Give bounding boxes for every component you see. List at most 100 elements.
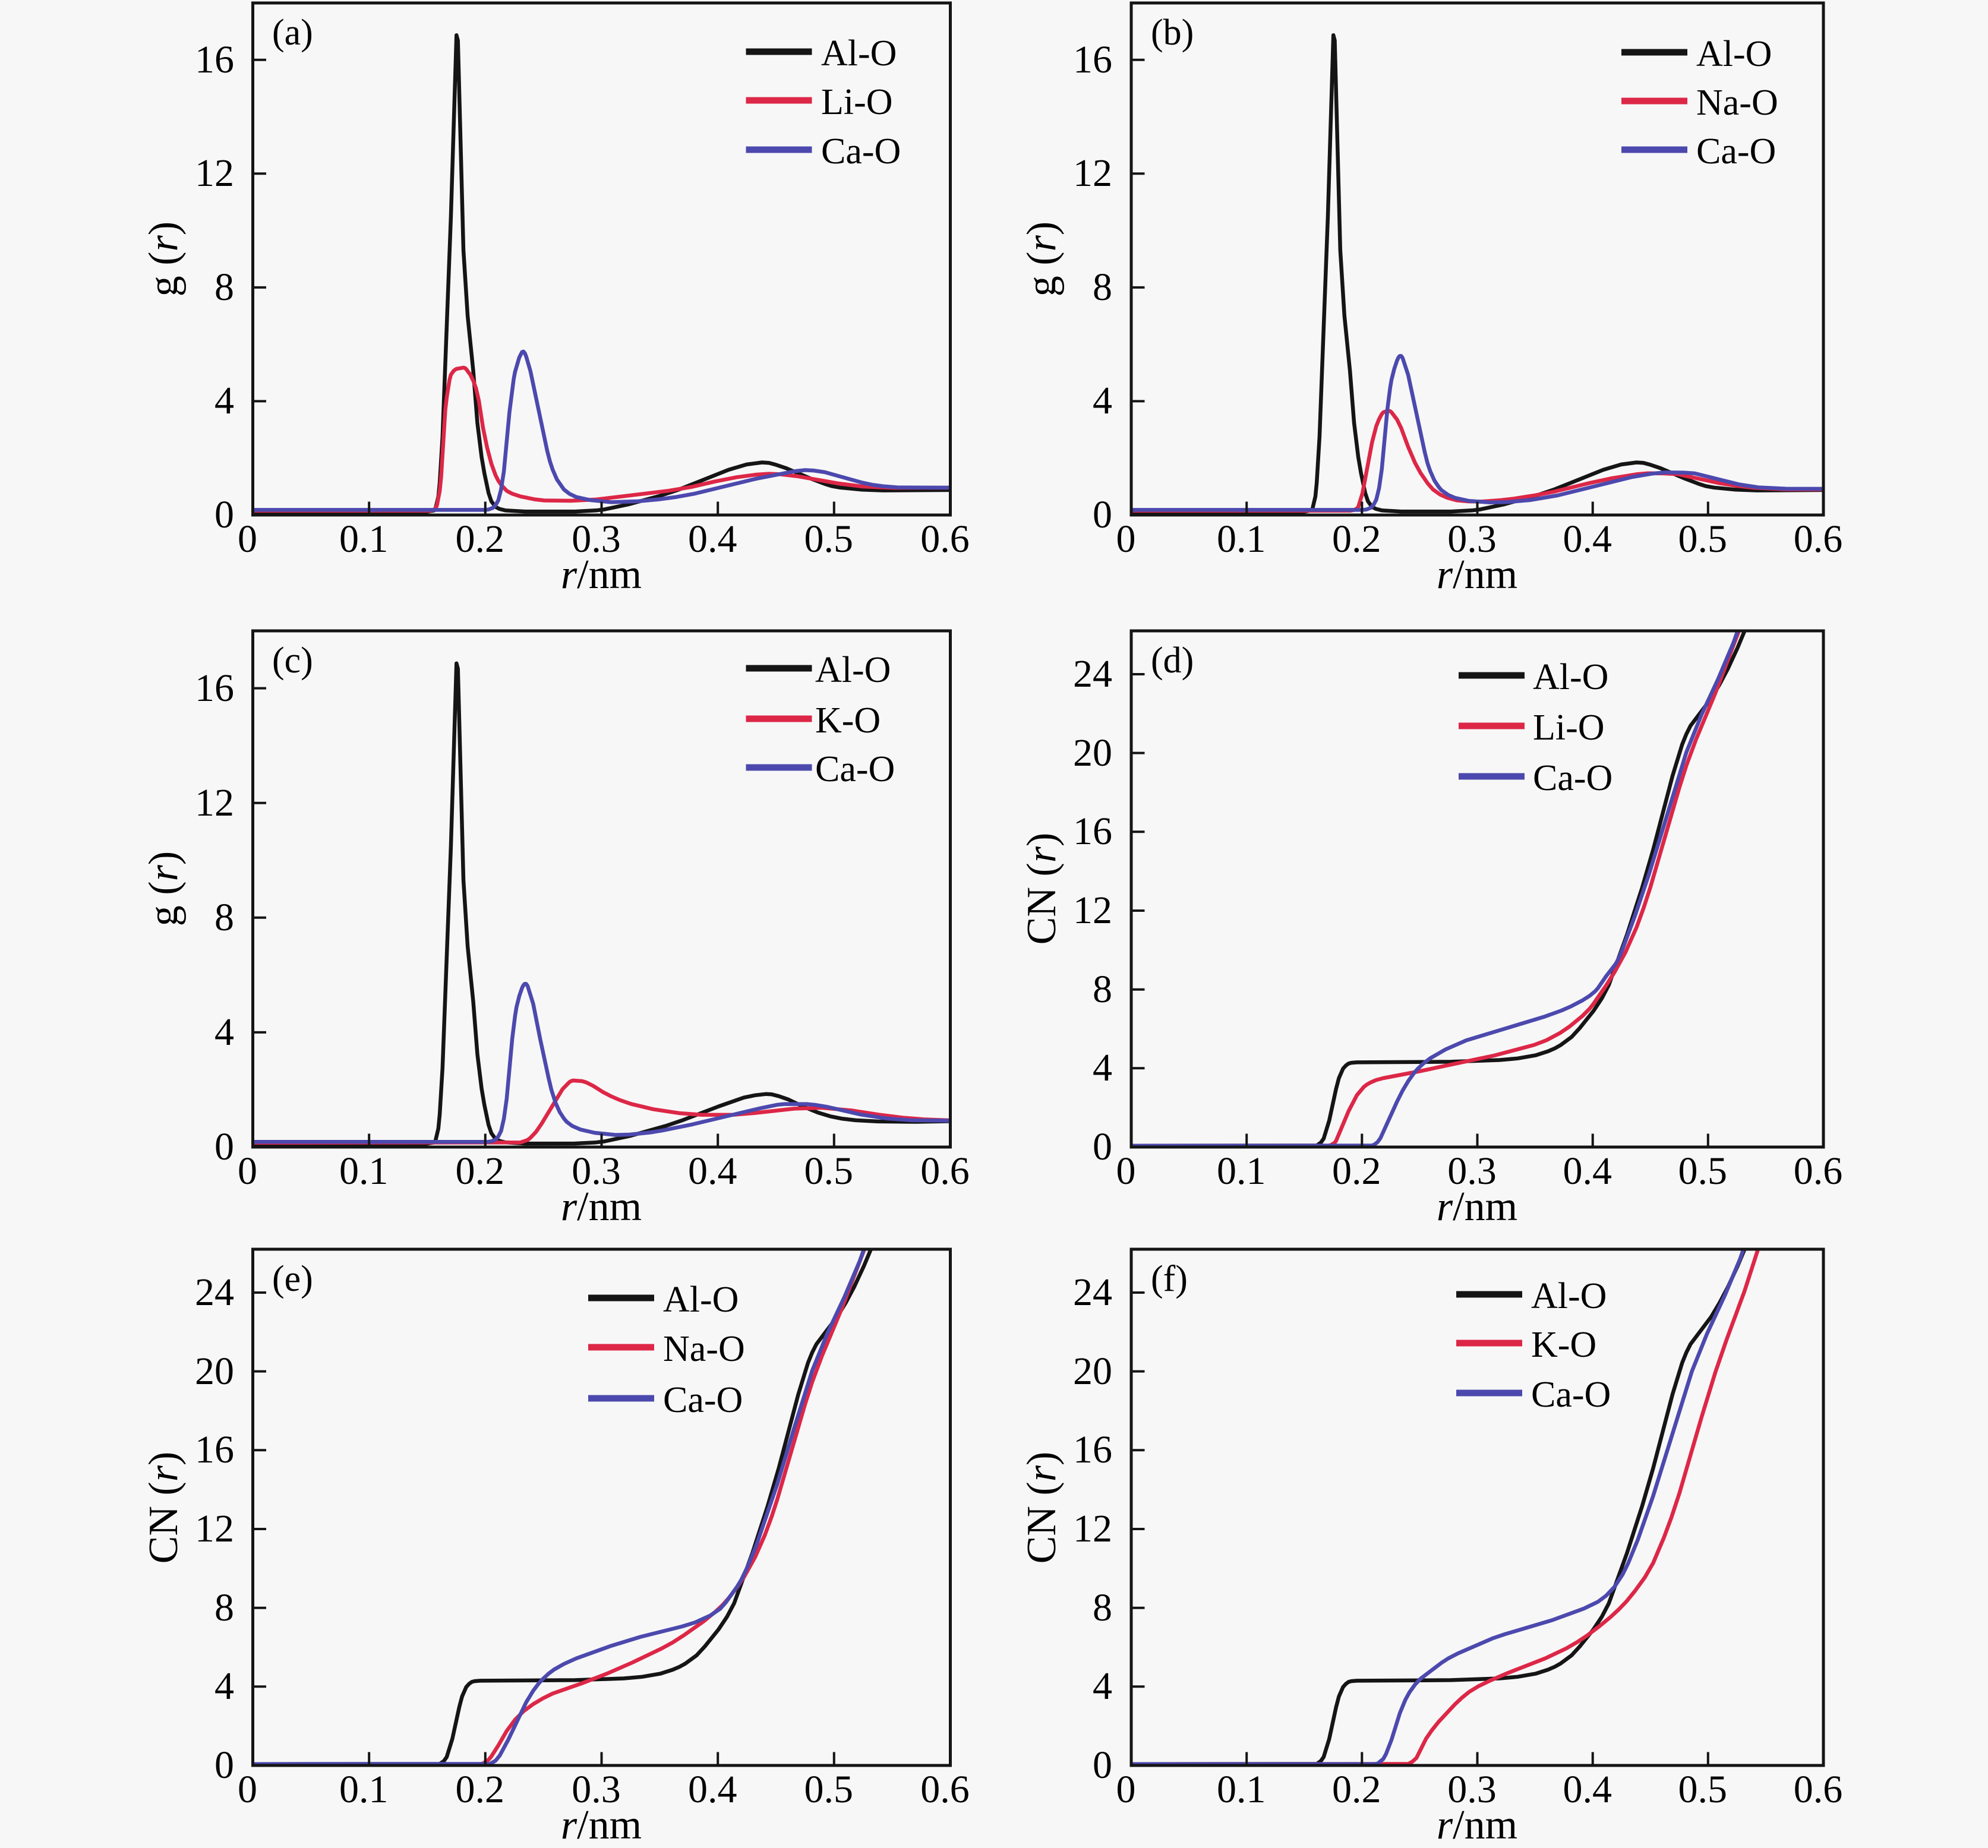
svg-text:20: 20: [1073, 1350, 1112, 1393]
svg-text:(a): (a): [272, 12, 313, 53]
svg-text:24: 24: [1073, 1271, 1112, 1314]
svg-text:(b): (b): [1151, 12, 1194, 53]
svg-text:4: 4: [214, 1010, 234, 1054]
svg-text:CN (r): CN (r): [1019, 1452, 1065, 1564]
svg-text:r/nm: r/nm: [561, 1184, 642, 1230]
svg-text:r/nm: r/nm: [561, 1802, 642, 1848]
svg-text:4: 4: [1093, 1046, 1112, 1089]
svg-text:20: 20: [1073, 731, 1112, 775]
svg-text:Li-O: Li-O: [821, 82, 893, 122]
svg-text:0.1: 0.1: [1217, 1768, 1266, 1811]
svg-text:0: 0: [214, 1125, 234, 1168]
svg-text:(d): (d): [1151, 640, 1194, 681]
svg-text:0.6: 0.6: [1794, 1149, 1843, 1193]
svg-text:0.5: 0.5: [1678, 1149, 1728, 1193]
svg-text:0.4: 0.4: [1563, 1149, 1612, 1193]
svg-text:12: 12: [195, 151, 234, 195]
svg-text:4: 4: [214, 1664, 234, 1708]
svg-text:8: 8: [1093, 266, 1112, 309]
svg-text:0.5: 0.5: [1678, 1768, 1728, 1811]
svg-text:0.6: 0.6: [920, 517, 970, 561]
svg-text:0.3: 0.3: [572, 1149, 621, 1193]
svg-text:0: 0: [214, 1743, 234, 1787]
svg-text:0.3: 0.3: [1447, 1149, 1497, 1193]
svg-text:CN (r): CN (r): [141, 1452, 187, 1564]
svg-text:0.4: 0.4: [688, 517, 737, 561]
svg-text:(c): (c): [272, 640, 313, 681]
svg-text:(e): (e): [272, 1259, 313, 1299]
svg-text:0: 0: [238, 1768, 257, 1811]
svg-text:r/nm: r/nm: [1437, 1802, 1517, 1848]
svg-text:K-O: K-O: [1531, 1325, 1596, 1365]
svg-text:24: 24: [195, 1271, 234, 1314]
svg-text:Na-O: Na-O: [663, 1329, 745, 1369]
svg-text:16: 16: [195, 666, 234, 710]
svg-text:8: 8: [1093, 968, 1112, 1011]
svg-text:Al-O: Al-O: [821, 33, 897, 74]
svg-text:0.2: 0.2: [1332, 517, 1381, 561]
svg-text:r/nm: r/nm: [561, 552, 642, 598]
svg-text:Li-O: Li-O: [1533, 707, 1605, 748]
svg-text:0: 0: [238, 517, 257, 561]
svg-text:0.2: 0.2: [1332, 1149, 1381, 1193]
svg-text:Al-O: Al-O: [815, 650, 891, 690]
svg-text:0: 0: [1093, 1743, 1112, 1787]
svg-text:8: 8: [214, 896, 234, 939]
svg-text:12: 12: [1073, 1507, 1112, 1550]
svg-text:0.5: 0.5: [804, 1768, 854, 1811]
svg-text:8: 8: [214, 266, 234, 309]
svg-text:16: 16: [195, 1428, 234, 1471]
svg-text:16: 16: [1073, 38, 1112, 81]
svg-text:0.5: 0.5: [1678, 517, 1728, 561]
svg-text:Ca-O: Ca-O: [815, 749, 895, 789]
svg-text:r/nm: r/nm: [1437, 552, 1517, 598]
svg-text:r/nm: r/nm: [1437, 1184, 1517, 1230]
svg-text:0.5: 0.5: [804, 1149, 854, 1193]
svg-text:0.6: 0.6: [920, 1768, 970, 1811]
svg-text:Al-O: Al-O: [663, 1280, 739, 1320]
svg-text:20: 20: [195, 1350, 234, 1393]
svg-text:12: 12: [195, 781, 234, 825]
svg-text:12: 12: [1073, 151, 1112, 195]
svg-text:16: 16: [1073, 810, 1112, 853]
svg-text:0.4: 0.4: [1563, 517, 1612, 561]
svg-text:0.3: 0.3: [572, 517, 621, 561]
svg-text:16: 16: [1073, 1428, 1112, 1471]
svg-text:0.1: 0.1: [1217, 1149, 1266, 1193]
svg-text:0.2: 0.2: [456, 1149, 505, 1193]
svg-text:12: 12: [195, 1507, 234, 1550]
svg-text:24: 24: [1073, 652, 1112, 696]
svg-text:0: 0: [1116, 1149, 1136, 1193]
svg-text:0.2: 0.2: [456, 1768, 505, 1811]
svg-text:0.1: 0.1: [339, 517, 389, 561]
svg-text:8: 8: [214, 1586, 234, 1629]
svg-text:0.4: 0.4: [1563, 1768, 1612, 1811]
svg-text:12: 12: [1073, 889, 1112, 932]
svg-text:0.1: 0.1: [339, 1149, 389, 1193]
svg-text:Ca-O: Ca-O: [1533, 758, 1613, 798]
svg-text:8: 8: [1093, 1586, 1112, 1629]
svg-text:0.3: 0.3: [1447, 517, 1497, 561]
svg-text:Na-O: Na-O: [1696, 83, 1778, 123]
svg-text:(f): (f): [1151, 1259, 1188, 1299]
svg-text:Al-O: Al-O: [1696, 34, 1772, 74]
svg-text:Ca-O: Ca-O: [1696, 131, 1776, 172]
svg-text:0.3: 0.3: [1447, 1768, 1497, 1811]
svg-text:0: 0: [1093, 493, 1112, 536]
svg-text:4: 4: [1093, 1664, 1112, 1708]
svg-text:0.6: 0.6: [1794, 517, 1843, 561]
svg-text:g (r): g (r): [1019, 222, 1065, 296]
svg-text:0.5: 0.5: [804, 517, 854, 561]
svg-text:4: 4: [1093, 379, 1112, 422]
svg-text:0: 0: [1116, 1768, 1136, 1811]
svg-text:0.1: 0.1: [339, 1768, 389, 1811]
svg-text:0.1: 0.1: [1217, 517, 1266, 561]
svg-text:0.2: 0.2: [456, 517, 505, 561]
svg-text:g (r): g (r): [141, 851, 187, 926]
svg-text:0: 0: [214, 493, 234, 536]
svg-text:0.3: 0.3: [572, 1768, 621, 1811]
svg-text:0: 0: [1093, 1125, 1112, 1168]
svg-text:Ca-O: Ca-O: [821, 131, 901, 172]
svg-text:Ca-O: Ca-O: [1531, 1375, 1611, 1415]
svg-text:CN (r): CN (r): [1019, 833, 1065, 945]
